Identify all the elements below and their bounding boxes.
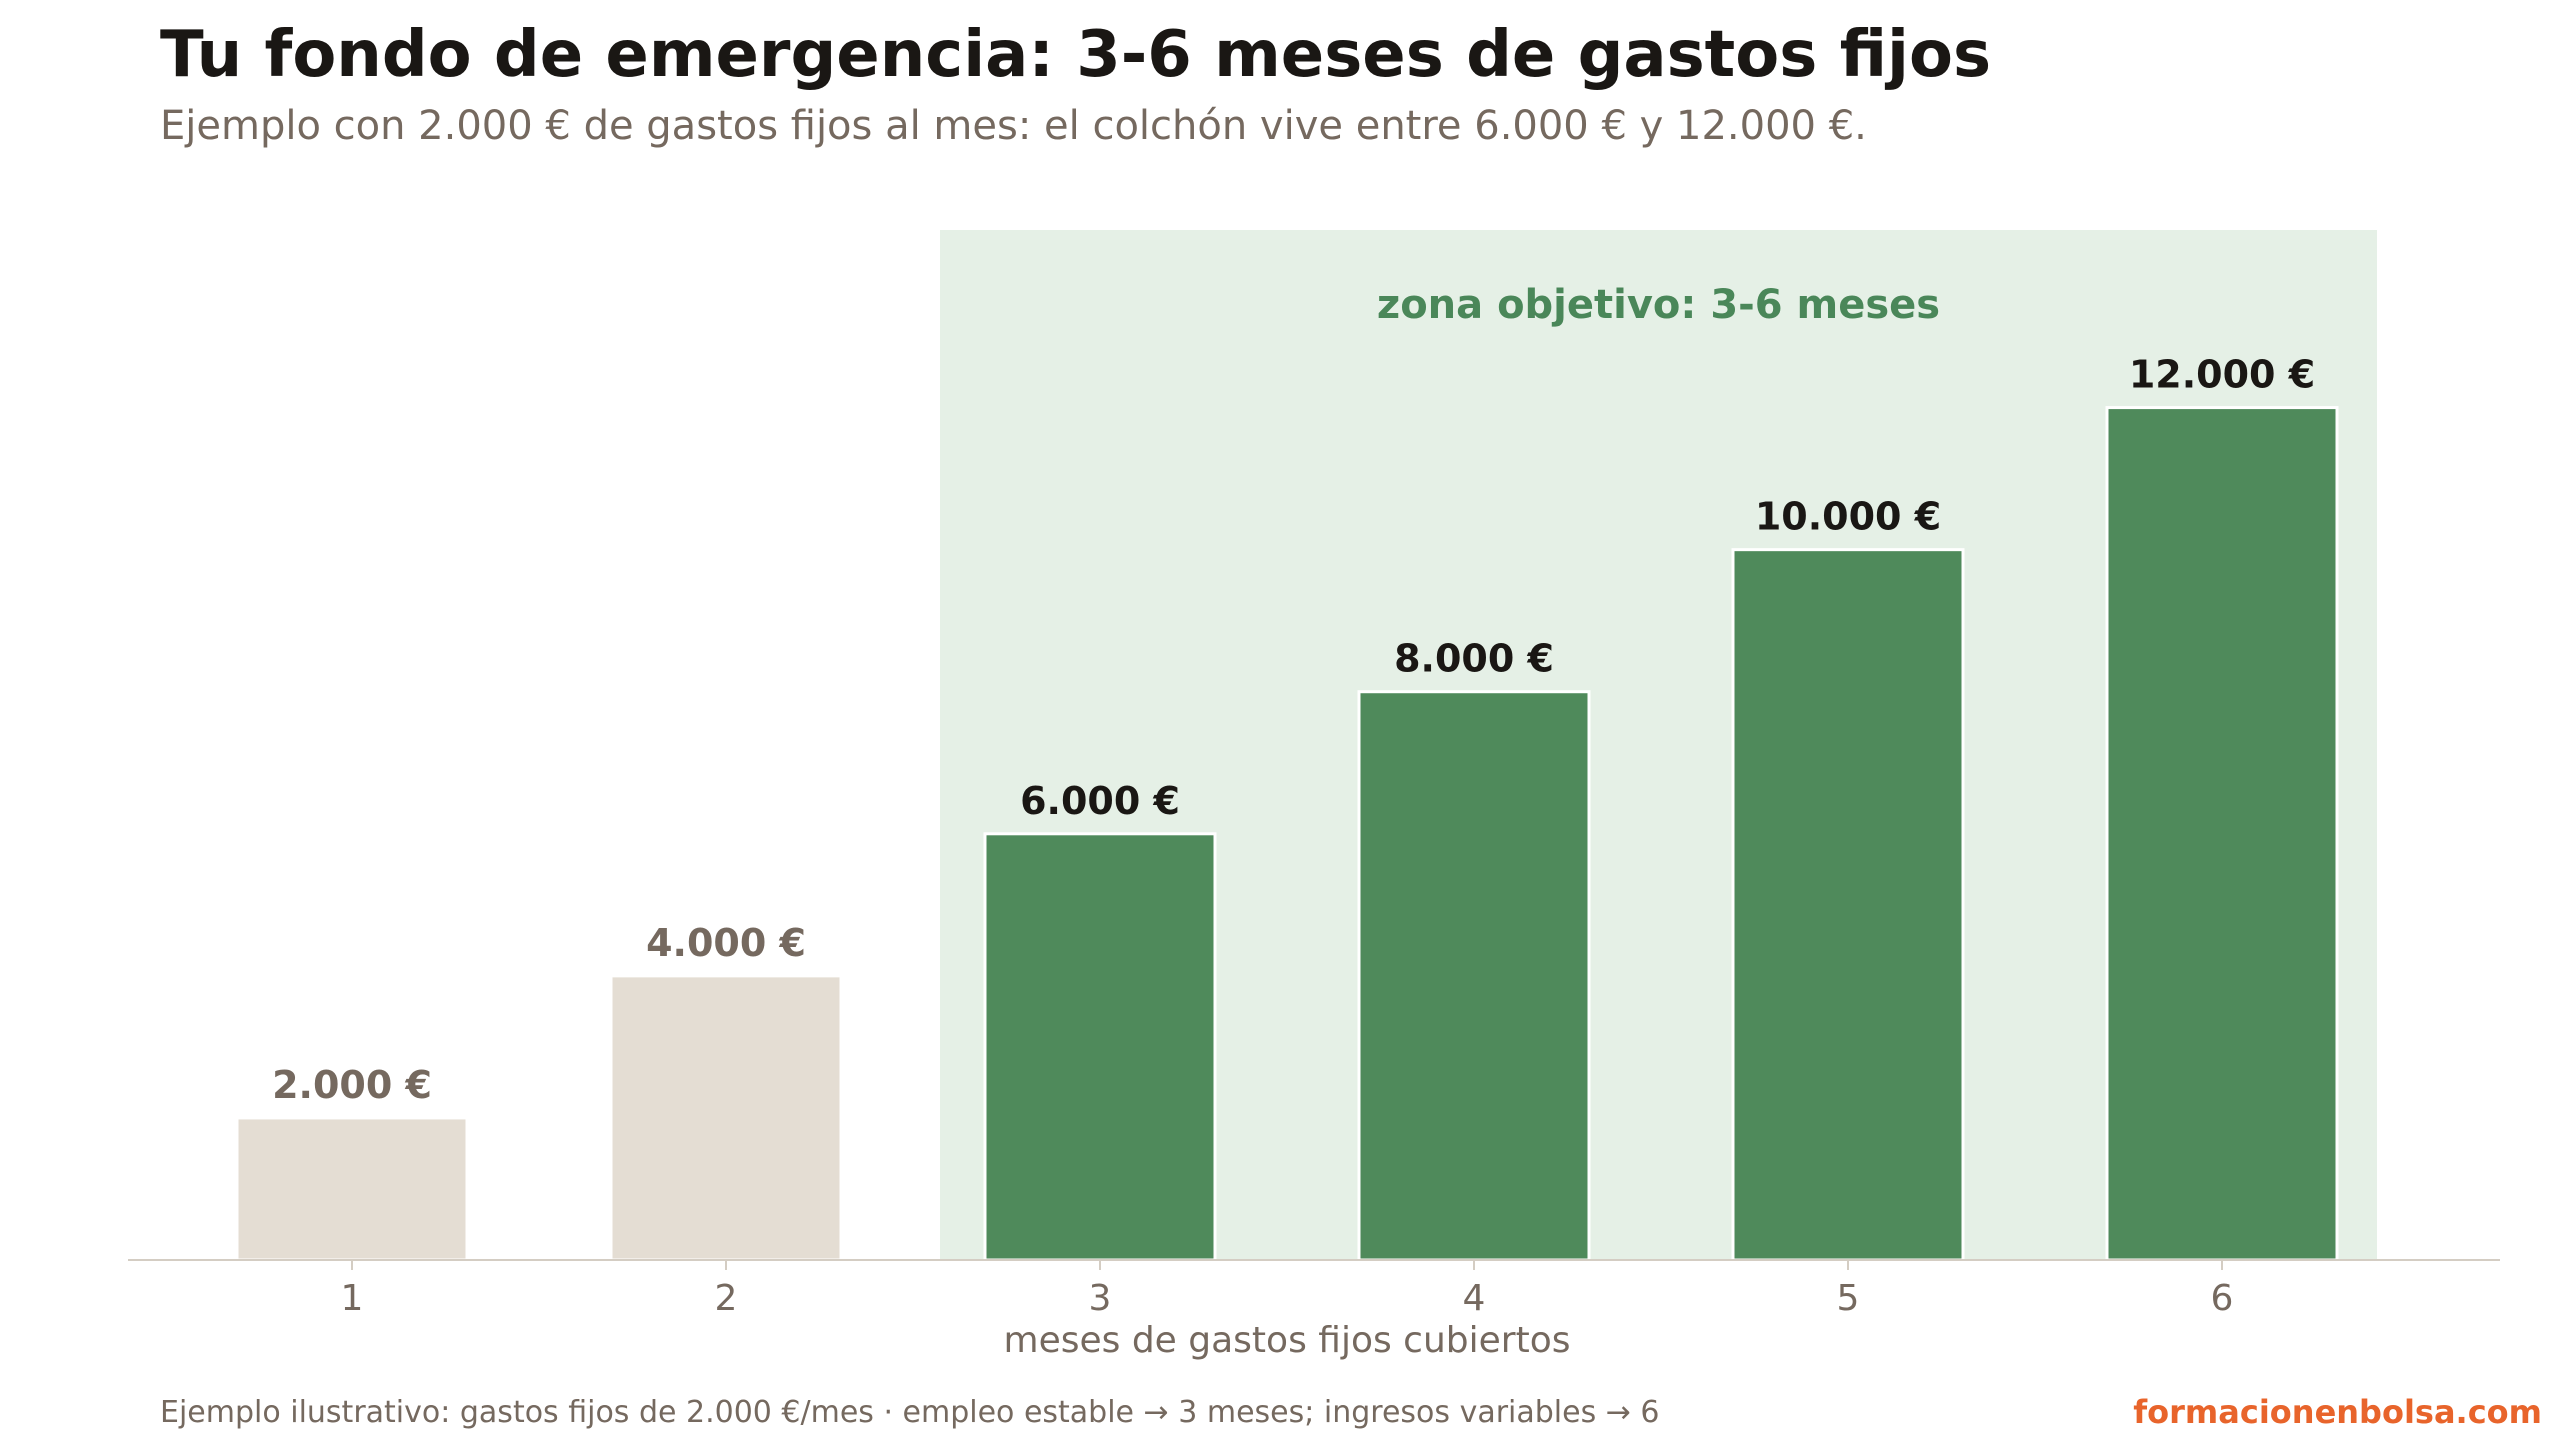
x-tick-label: 4 xyxy=(1463,1278,1486,1319)
bar-5 xyxy=(1731,548,1965,1262)
bar-3 xyxy=(983,832,1217,1262)
x-axis-label: meses de gastos fijos cubiertos xyxy=(1004,1320,1571,1361)
x-tick-label: 1 xyxy=(341,1278,364,1319)
footnote: Ejemplo ilustrativo: gastos fijos de 2.0… xyxy=(160,1395,1660,1430)
x-tick-label: 2 xyxy=(715,1278,738,1319)
x-tick-label: 5 xyxy=(1837,1278,1860,1319)
bar-1 xyxy=(235,1116,469,1262)
data-label-3: 6.000 € xyxy=(1020,779,1180,823)
brand-link[interactable]: formacionenbolsa.com xyxy=(2133,1393,2542,1431)
x-tick-label: 6 xyxy=(2211,1278,2234,1319)
bar-4 xyxy=(1357,690,1591,1262)
data-label-1: 2.000 € xyxy=(272,1063,432,1107)
data-label-5: 10.000 € xyxy=(1755,495,1941,539)
chart-title: Tu fondo de emergencia: 3-6 meses de gas… xyxy=(160,18,1992,92)
data-label-4: 8.000 € xyxy=(1394,637,1554,681)
target-zone-label: zona objetivo: 3-6 meses xyxy=(1377,282,1940,328)
bar-2 xyxy=(609,974,843,1262)
x-tick-label: 3 xyxy=(1089,1278,1112,1319)
bar-6 xyxy=(2105,406,2339,1262)
chart-subtitle: Ejemplo con 2.000 € de gastos fijos al m… xyxy=(160,103,1867,149)
data-label-2: 4.000 € xyxy=(646,921,806,965)
data-label-6: 12.000 € xyxy=(2129,353,2315,397)
